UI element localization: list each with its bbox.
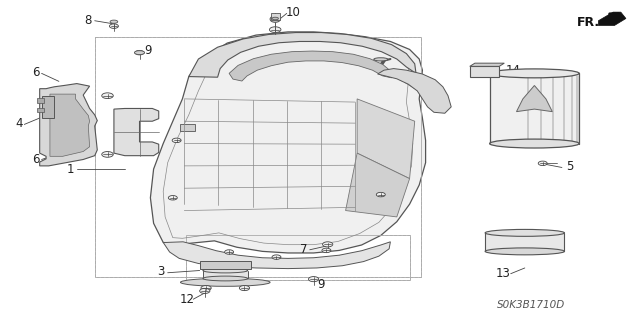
Circle shape — [172, 138, 181, 143]
Circle shape — [109, 24, 118, 28]
Circle shape — [102, 152, 113, 157]
Text: S0K3B1710D: S0K3B1710D — [497, 300, 565, 310]
Ellipse shape — [374, 58, 388, 61]
Polygon shape — [150, 32, 426, 253]
Text: 4: 4 — [15, 117, 23, 130]
Polygon shape — [357, 99, 415, 179]
Circle shape — [102, 93, 113, 99]
Polygon shape — [598, 12, 626, 26]
Bar — [271, 13, 280, 20]
Bar — [37, 98, 44, 103]
Ellipse shape — [110, 20, 118, 23]
Ellipse shape — [490, 69, 579, 78]
Polygon shape — [163, 242, 390, 269]
Text: 10: 10 — [285, 6, 301, 19]
Text: 3: 3 — [157, 265, 165, 278]
Bar — [180, 124, 195, 131]
Polygon shape — [378, 69, 451, 113]
Text: 9: 9 — [317, 278, 325, 291]
Bar — [490, 73, 579, 144]
Ellipse shape — [134, 51, 145, 55]
Circle shape — [269, 27, 281, 33]
Bar — [470, 66, 499, 77]
Text: 1: 1 — [67, 163, 74, 175]
Bar — [179, 252, 198, 258]
Ellipse shape — [485, 248, 564, 255]
Text: 12: 12 — [179, 293, 195, 306]
Text: 13: 13 — [495, 267, 511, 280]
Circle shape — [200, 288, 210, 293]
Ellipse shape — [485, 229, 564, 236]
Ellipse shape — [203, 268, 248, 273]
Text: 5: 5 — [566, 160, 573, 173]
Text: 2: 2 — [567, 118, 575, 131]
Text: 6: 6 — [32, 66, 40, 79]
Polygon shape — [189, 33, 416, 77]
Polygon shape — [346, 153, 410, 217]
Circle shape — [376, 192, 385, 197]
Circle shape — [168, 196, 177, 200]
Polygon shape — [50, 94, 90, 156]
Polygon shape — [470, 63, 504, 66]
Text: 9: 9 — [145, 44, 152, 57]
Text: 7: 7 — [300, 243, 307, 256]
Ellipse shape — [180, 278, 270, 286]
Circle shape — [323, 242, 333, 247]
Bar — [339, 255, 358, 261]
Bar — [200, 261, 251, 269]
Circle shape — [308, 277, 319, 282]
Polygon shape — [516, 85, 552, 112]
Circle shape — [225, 250, 234, 254]
Bar — [37, 108, 44, 112]
Polygon shape — [42, 96, 54, 118]
Text: 14: 14 — [506, 64, 521, 77]
Circle shape — [272, 255, 281, 259]
Ellipse shape — [203, 276, 248, 281]
Text: FR.: FR. — [577, 17, 600, 29]
Polygon shape — [114, 108, 159, 156]
Circle shape — [322, 248, 331, 253]
Circle shape — [135, 50, 144, 55]
Polygon shape — [229, 51, 392, 81]
Bar — [186, 235, 410, 280]
Text: 8: 8 — [84, 14, 92, 26]
Text: 6: 6 — [32, 153, 40, 166]
Polygon shape — [40, 84, 97, 166]
Circle shape — [201, 286, 211, 291]
Circle shape — [239, 286, 250, 291]
Ellipse shape — [270, 16, 280, 22]
Bar — [485, 233, 564, 251]
Ellipse shape — [490, 139, 579, 148]
Bar — [269, 262, 288, 267]
Ellipse shape — [272, 17, 278, 20]
Bar — [95, 37, 421, 277]
Circle shape — [538, 161, 547, 166]
Bar — [203, 271, 248, 278]
